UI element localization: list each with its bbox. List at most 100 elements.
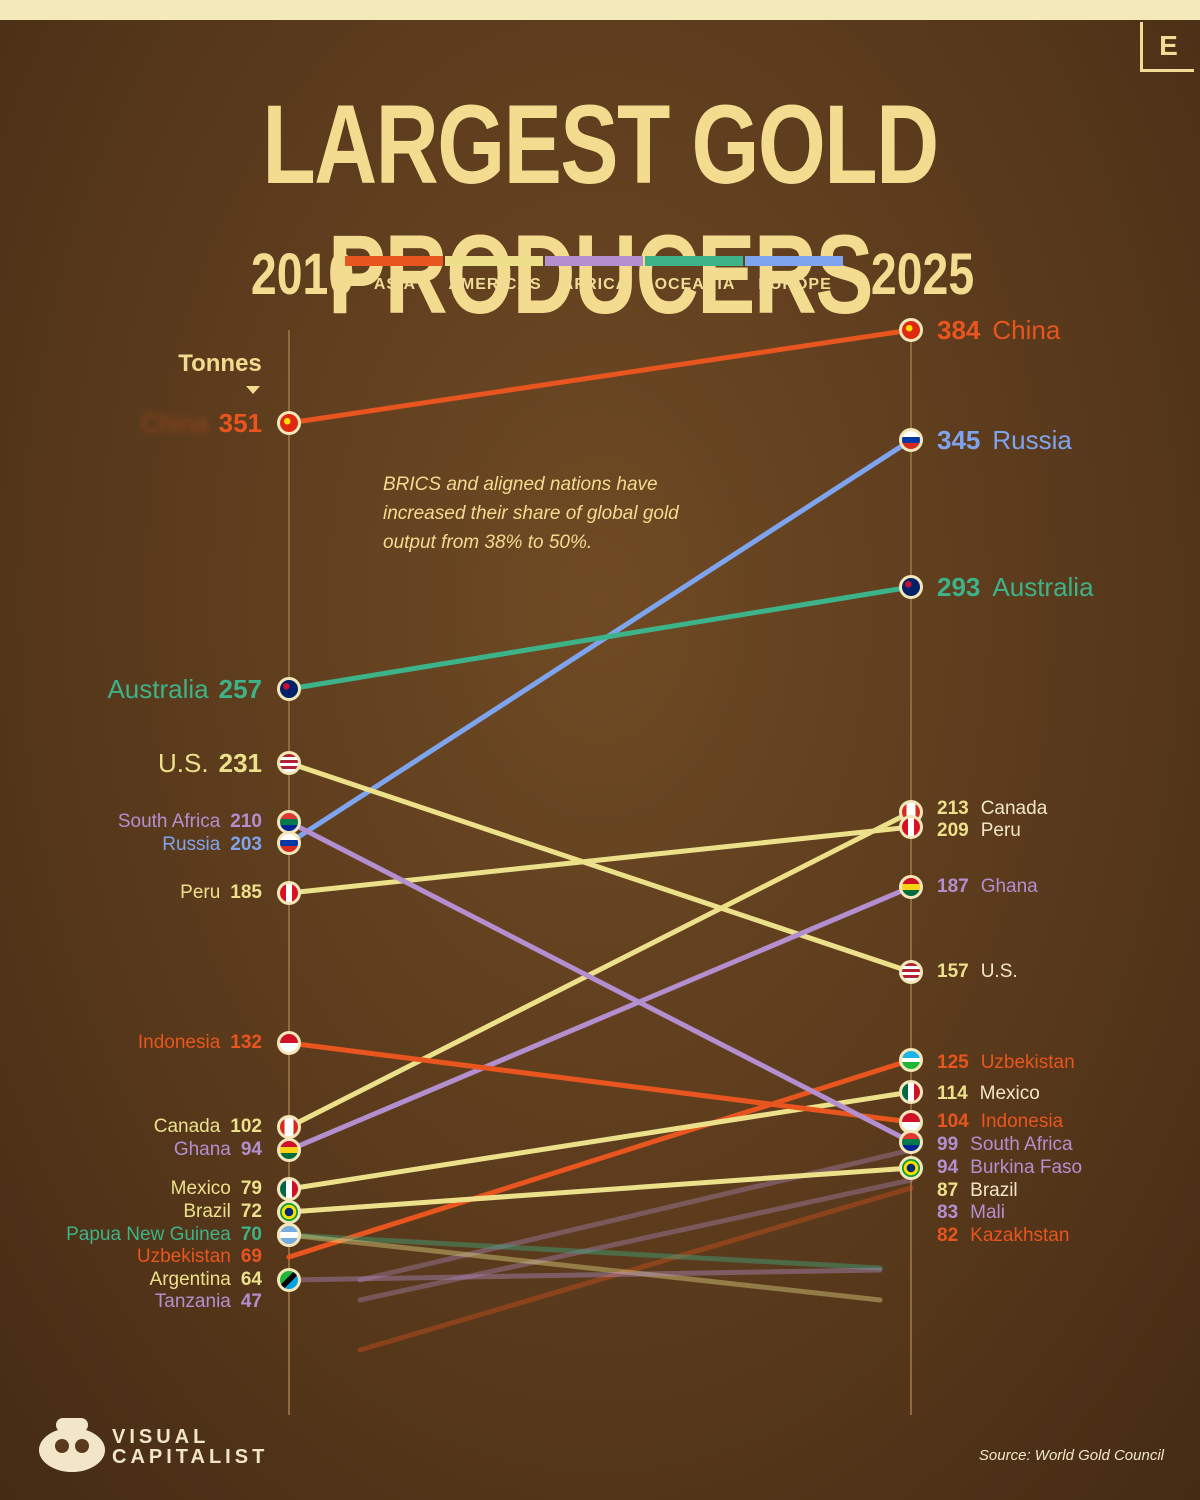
right-label-canada: 213 Canada <box>937 798 1047 820</box>
right-label-name: Indonesia <box>980 1111 1064 1132</box>
peru-flag-icon <box>899 815 923 839</box>
legend-item-oceania: OCEANIA <box>645 256 745 300</box>
china-flag-icon <box>899 318 923 342</box>
left-label-name: Russia <box>162 834 221 855</box>
right-label-name: Ghana <box>980 876 1038 897</box>
left-label-value: 203 <box>230 834 262 855</box>
year-left-label: 2010 <box>250 242 355 307</box>
series-line-uzbekistan <box>286 1057 914 1260</box>
series-line-u-s <box>286 760 914 975</box>
right-label-value: 82 <box>937 1225 959 1246</box>
left-label-value: 210 <box>230 811 262 832</box>
left-label-name: Canada <box>153 1116 221 1137</box>
right-label-ghana: 187 Ghana <box>937 876 1038 898</box>
series-line-argentina <box>286 1232 883 1303</box>
china-flag-icon <box>277 411 301 435</box>
left-label-name: Tanzania <box>154 1291 231 1312</box>
left-label-australia: Australia 257 <box>107 674 262 704</box>
right-label-kazakhstan: 82 Kazakhstan <box>937 1225 1069 1247</box>
right-label-name: Uzbekistan <box>980 1052 1075 1073</box>
series-line-tanzania <box>286 1267 883 1283</box>
left-label-value: 79 <box>240 1178 262 1199</box>
left-label-name: Argentina <box>149 1269 231 1290</box>
mexico-flag-icon <box>899 1080 923 1104</box>
indonesia-flag-icon <box>277 1031 301 1055</box>
left-label-indonesia: Indonesia 132 <box>138 1032 262 1054</box>
left-label-name: Mexico <box>170 1178 231 1199</box>
right-label-name: U.S. <box>980 961 1018 982</box>
left-label-name: South Africa <box>117 811 221 832</box>
left-label-value: 185 <box>230 882 262 903</box>
right-label-value: 114 <box>937 1083 968 1104</box>
left-label-name: Uzbekistan <box>136 1246 231 1267</box>
right-label-value: 125 <box>937 1052 969 1073</box>
right-label-name: Burkina Faso <box>970 1157 1083 1178</box>
legend-item-europe: EUROPE <box>745 256 845 300</box>
series-line-peru <box>286 824 914 896</box>
series-line-china <box>286 327 914 426</box>
left-label-name: Indonesia <box>137 1032 221 1053</box>
annotation-note: BRICS and aligned nations have increased… <box>383 474 679 553</box>
right-label-uzbekistan: 125 Uzbekistan <box>937 1052 1075 1074</box>
right-label-value: 345 <box>937 425 981 455</box>
legend-swatch-americas <box>445 256 543 266</box>
series-line-indonesia <box>286 1040 914 1125</box>
right-label-name: Mexico <box>979 1083 1040 1104</box>
russia-flag-icon <box>899 428 923 452</box>
right-label-value: 213 <box>937 798 969 819</box>
legend-item-americas: AMERICAS <box>445 256 545 300</box>
south-africa-flag-icon <box>277 810 301 834</box>
right-label-value: 209 <box>937 820 969 841</box>
series-line-canada <box>286 809 914 1130</box>
series-line-australia <box>286 584 914 692</box>
right-label-value: 87 <box>937 1180 959 1201</box>
right-label-value: 83 <box>937 1202 959 1223</box>
left-label-name: Australia <box>107 674 209 704</box>
series-lines <box>286 327 914 1353</box>
legend-label-africa: AFRICA <box>561 276 629 293</box>
legend-label-asia: ASIA <box>373 276 417 293</box>
left-label-name: U.S. <box>158 748 209 778</box>
legend-label-oceania: OCEANIA <box>654 276 736 293</box>
left-label-brazil: Brazil 72 <box>183 1201 262 1223</box>
left-label-name: Ghana <box>173 1139 231 1160</box>
series-line-south-africa <box>286 819 914 1145</box>
footer-brand-line1: VISUAL <box>112 1426 210 1448</box>
right-label-china: 384 China <box>937 315 1060 345</box>
ghana-flag-icon <box>277 1138 301 1162</box>
series-line-papua-new-guinea <box>286 1232 883 1271</box>
legend-swatch-asia <box>345 256 443 266</box>
right-label-value: 94 <box>937 1157 959 1178</box>
right-label-value: 293 <box>937 572 981 602</box>
legend-item-asia: ASIA <box>345 256 445 300</box>
unit-label: Tonnes <box>178 350 262 377</box>
left-label-tanzania: Tanzania 47 <box>155 1291 262 1313</box>
left-label-value: 257 <box>218 674 262 704</box>
left-label-ghana: Ghana 94 <box>174 1139 262 1161</box>
right-label-name: Russia <box>992 425 1072 455</box>
australia-flag-icon <box>277 677 301 701</box>
left-label-value: 132 <box>230 1032 262 1053</box>
left-label-peru: Peru 185 <box>180 882 262 904</box>
series-line-ghana <box>286 884 914 1153</box>
right-label-value: 99 <box>937 1134 959 1155</box>
left-label-value: 72 <box>240 1201 262 1222</box>
right-label-name: Brazil <box>970 1180 1018 1201</box>
right-label-mali: 83 Mali <box>937 1202 1005 1224</box>
legend-swatch-oceania <box>645 256 743 266</box>
right-label-name: Mali <box>970 1202 1005 1223</box>
ghana-flag-icon <box>899 875 923 899</box>
left-label-value: 231 <box>218 748 262 778</box>
right-label-name: South Africa <box>970 1134 1073 1155</box>
legend-swatch-africa <box>545 256 643 266</box>
left-label-value: 47 <box>240 1291 262 1312</box>
right-label-australia: 293 Australia <box>937 572 1094 602</box>
legend-swatch-europe <box>745 256 843 266</box>
brazil-flag-icon <box>277 1200 301 1224</box>
left-label-name: China <box>140 408 209 438</box>
left-label-name: Papua New Guinea <box>66 1224 231 1245</box>
series-line-russia <box>286 437 914 846</box>
right-label-name: China <box>992 315 1061 345</box>
left-label-uzbekistan: Uzbekistan 69 <box>137 1246 262 1268</box>
